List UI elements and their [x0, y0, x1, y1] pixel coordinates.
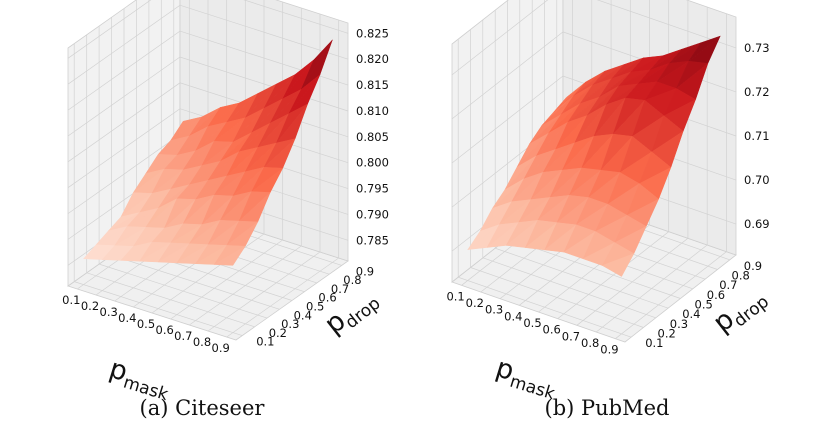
y-tick-label: 0.7 — [719, 278, 737, 292]
y-tick-label: 0.5 — [306, 300, 324, 314]
x-tick-label: 0.2 — [81, 299, 99, 313]
grid-line — [226, 20, 340, 338]
y-tick-label: 0.3 — [281, 317, 299, 331]
x-tick-label: 0.8 — [581, 336, 599, 350]
grid-line — [615, 13, 727, 339]
x-tick-label: 0.9 — [600, 343, 618, 357]
grid-line — [151, 0, 265, 314]
z-tick-label: 0.69 — [744, 217, 770, 231]
plot-citeseer: 0.1 0.2 0.3 0.4 0.5 0.6 0.7 0.8 0.9 0.10.20.30.40… — [62, 0, 389, 405]
x-tick-label: 0.3 — [485, 303, 503, 317]
grid-line — [457, 39, 632, 338]
y-tick-label: 0.4 — [682, 307, 700, 321]
x-tick-label: 0.6 — [156, 323, 174, 337]
y-tick-label: 0.6 — [318, 291, 336, 305]
grid-line — [451, 0, 737, 76]
grid-line — [207, 14, 321, 332]
y-tick-label: 0.8 — [732, 269, 750, 283]
y-tick-label: 0.9 — [744, 259, 762, 273]
grid-line — [494, 10, 669, 309]
y-tick-label: 0.5 — [695, 298, 713, 312]
x-tick-label: 0.8 — [193, 335, 211, 349]
tick-labels: 0.1 0.2 0.3 0.4 0.5 0.6 0.7 0.8 0.9 0.10.20.30.40… — [62, 26, 389, 355]
y-tick-label: 0.8 — [343, 273, 361, 287]
grid-line — [595, 7, 708, 333]
y-tick-label: 0.4 — [294, 308, 312, 322]
z-tick-label: 0.70 — [744, 173, 770, 187]
grid-line — [86, 34, 255, 328]
z-tick-label: 0.815 — [356, 78, 389, 92]
grid-line — [67, 30, 349, 111]
grid-line — [67, 4, 349, 85]
surface — [83, 39, 333, 266]
grid-line — [470, 29, 644, 328]
x-tick-label: 0.3 — [100, 305, 118, 319]
x-tick-label: 0.9 — [212, 341, 230, 355]
y-tick-label: 0.1 — [256, 335, 274, 349]
surface-facet — [213, 245, 246, 266]
surface-facet — [601, 253, 635, 277]
x-tick-label: 0.5 — [523, 316, 541, 330]
x-tick-label: 0.1 — [62, 293, 80, 307]
z-tick-label: 0.72 — [744, 85, 770, 99]
y-tick-label: 0.7 — [331, 282, 349, 296]
x-tick-label: 0.5 — [137, 317, 155, 331]
grid-line — [98, 26, 268, 319]
z-tick-label: 0.73 — [744, 41, 770, 55]
x-tick-label: 0.4 — [504, 309, 522, 323]
surface — [466, 35, 721, 277]
z-tick-label: 0.805 — [356, 130, 389, 144]
x-tick-label: 0.6 — [543, 323, 561, 337]
z-tick-label: 0.820 — [356, 52, 389, 66]
grid-line — [482, 19, 656, 319]
x-tick-label: 0.7 — [174, 329, 192, 343]
x-tick-label: 0.7 — [562, 329, 580, 343]
y-tick-label: 0.2 — [269, 326, 287, 340]
z-tick-label: 0.785 — [356, 233, 389, 247]
z-tick-label: 0.825 — [356, 26, 389, 40]
x-tick-label: 0.4 — [118, 311, 136, 325]
plot-pubmed: 0.1 0.2 0.3 0.4 0.5 0.6 0.7 0.8 0.9 0.10.20.30.40… — [446, 0, 773, 404]
z-tick-label: 0.800 — [356, 156, 389, 170]
tick-labels: 0.1 0.2 0.3 0.4 0.5 0.6 0.7 0.8 0.9 0.10.20.30.40… — [446, 41, 769, 357]
grid-line — [73, 43, 243, 336]
z-tick-label: 0.795 — [356, 182, 389, 196]
grid-line — [67, 0, 349, 59]
y-tick-label: 0.9 — [356, 264, 374, 278]
x-tick-label: 0.2 — [466, 296, 484, 310]
y-tick-label: 0.3 — [670, 317, 688, 331]
y-tick-label: 0.1 — [645, 336, 663, 350]
x-tick-label: 0.1 — [446, 289, 464, 303]
z-tick-label: 0.810 — [356, 104, 389, 118]
caption-pubmed: (b) PubMed — [545, 396, 670, 420]
z-tick-label: 0.790 — [356, 207, 389, 221]
z-tick-label: 0.71 — [744, 129, 770, 143]
y-tick-label: 0.6 — [707, 288, 725, 302]
caption-citeseer: (a) Citeseer — [140, 396, 266, 420]
y-tick-label: 0.2 — [658, 327, 676, 341]
